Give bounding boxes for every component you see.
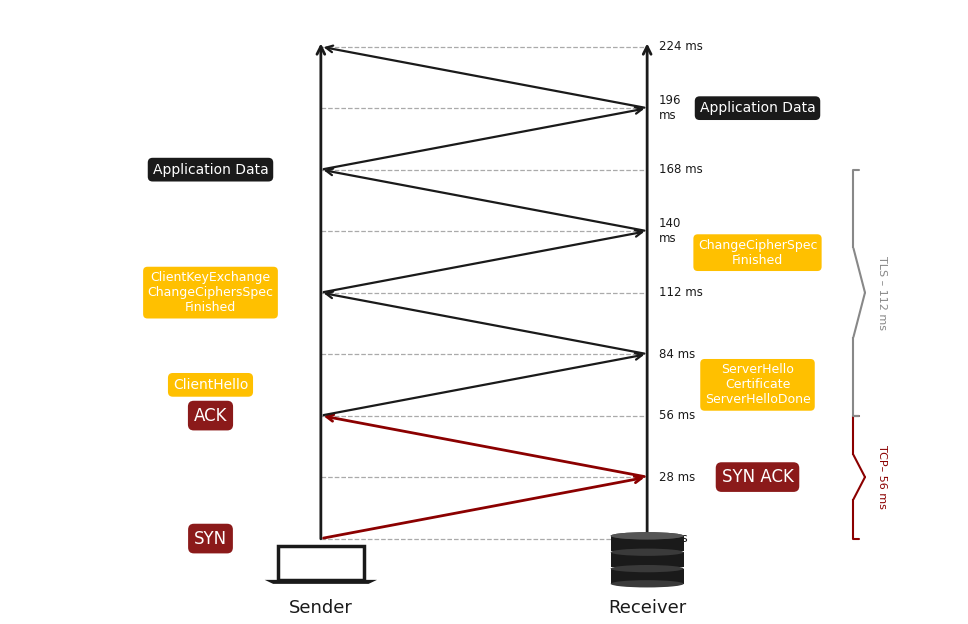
Text: Receiver: Receiver — [608, 599, 686, 617]
Text: ClientHello: ClientHello — [173, 378, 248, 392]
Text: 56 ms: 56 ms — [658, 409, 695, 422]
Text: TLS – 112 ms: TLS – 112 ms — [877, 256, 888, 329]
Ellipse shape — [611, 580, 683, 587]
Text: 0 ms: 0 ms — [658, 532, 687, 545]
Text: SYN: SYN — [194, 530, 227, 548]
Text: 196
ms: 196 ms — [658, 94, 681, 122]
Text: TCP– 56 ms: TCP– 56 ms — [877, 445, 888, 509]
Text: 112 ms: 112 ms — [658, 286, 703, 299]
Text: 28 ms: 28 ms — [658, 470, 695, 484]
Polygon shape — [611, 536, 683, 551]
Text: ClientKeyExchange
ChangeCiphersSpec
Finished: ClientKeyExchange ChangeCiphersSpec Fini… — [147, 271, 274, 314]
Text: 224 ms: 224 ms — [658, 40, 703, 53]
Text: Application Data: Application Data — [153, 163, 268, 177]
Polygon shape — [611, 568, 683, 584]
Ellipse shape — [611, 548, 683, 556]
Text: Application Data: Application Data — [700, 101, 815, 115]
Polygon shape — [264, 580, 377, 584]
Ellipse shape — [611, 532, 683, 540]
Text: 84 ms: 84 ms — [658, 348, 695, 361]
Polygon shape — [611, 552, 683, 567]
Ellipse shape — [611, 532, 683, 540]
Text: ACK: ACK — [194, 407, 227, 424]
Text: 168 ms: 168 ms — [658, 163, 703, 176]
Text: Sender: Sender — [288, 599, 352, 617]
Ellipse shape — [611, 565, 683, 572]
Polygon shape — [278, 547, 364, 580]
Text: SYN ACK: SYN ACK — [721, 468, 794, 486]
Text: ServerHello
Certificate
ServerHelloDone: ServerHello Certificate ServerHelloDone — [705, 363, 810, 406]
Text: 140
ms: 140 ms — [658, 217, 681, 245]
Text: ChangeCipherSpec
Finished: ChangeCipherSpec Finished — [698, 238, 817, 266]
